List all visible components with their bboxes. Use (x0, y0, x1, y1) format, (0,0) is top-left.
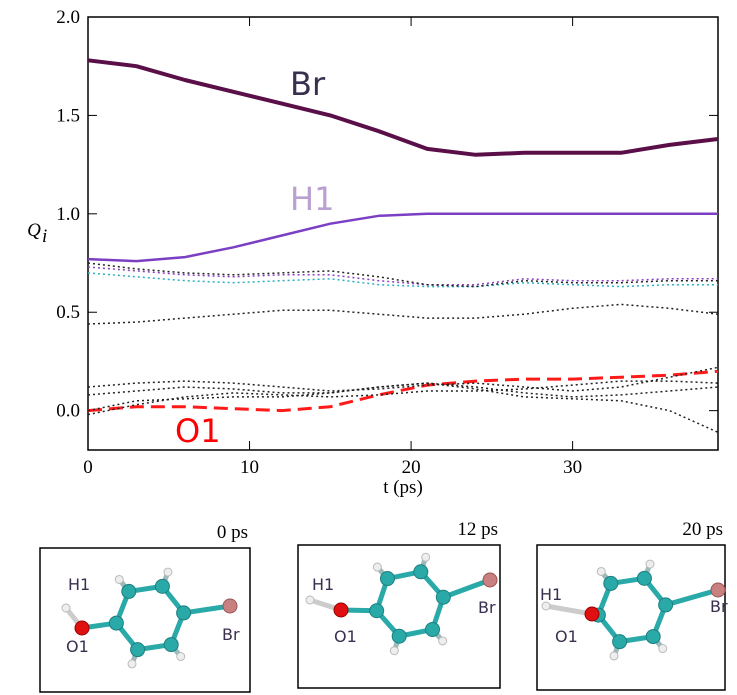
snapshot: 12 ps H1 O1 Br (298, 519, 500, 688)
series-label: O1 (175, 412, 221, 450)
carbon-atom (646, 630, 660, 644)
atom-label: Br (478, 598, 496, 617)
hydrogen-atom (422, 553, 430, 561)
atom-label: H1 (68, 575, 90, 594)
series-line (88, 371, 718, 410)
atom-label: H1 (312, 575, 334, 594)
y-tick-label: 2.0 (56, 7, 80, 28)
hydrogen-atom (128, 660, 136, 668)
y-tick-label: 0.0 (56, 401, 80, 422)
carbon-atom (392, 629, 406, 643)
carbon-atom (426, 622, 440, 636)
hydrogen-atom (659, 645, 667, 653)
y-tick-label: 1.0 (56, 204, 80, 225)
snapshot: 20 ps H1 O1 Br (537, 519, 728, 690)
snapshot-frame (537, 545, 725, 690)
hydrogen-atom (597, 567, 605, 575)
atom-label: O1 (66, 637, 89, 656)
series-line (88, 60, 718, 155)
bromine-atom (711, 583, 725, 597)
carbon-atom (131, 643, 145, 657)
hydrogen-atom (62, 604, 70, 612)
carbon-atom (109, 616, 123, 630)
oxygen-atom (585, 607, 599, 621)
hydrogen-atom (115, 575, 123, 583)
bromine-atom (223, 599, 237, 613)
y-axis-label-sub: i (42, 226, 47, 247)
series-line (88, 214, 718, 261)
carbon-atom (370, 604, 384, 618)
oxygen-atom (334, 603, 348, 617)
carbon-atom (659, 598, 673, 612)
snapshot-time: 20 ps (682, 519, 723, 540)
hydrogen-atom (306, 596, 314, 604)
atom-label: H1 (540, 585, 562, 604)
hydrogen-atom (373, 563, 381, 571)
series-line (88, 273, 718, 287)
atom-label: O1 (334, 627, 357, 646)
x-tick-label: 20 (402, 457, 421, 478)
hydrogen-atom (390, 647, 398, 655)
snapshot-time: 12 ps (457, 519, 498, 540)
snapshot-frame (298, 545, 500, 688)
x-axis-label: t (ps) (383, 477, 423, 498)
carbon-atom (436, 590, 450, 604)
carbon-atom (155, 579, 169, 593)
carbon-atom (613, 635, 627, 649)
x-tick-label: 10 (240, 457, 259, 478)
hydrogen-atom (164, 568, 172, 576)
snapshot: 0 ps H1 O1 Br (40, 522, 250, 692)
y-axis-label: Q (27, 220, 41, 241)
snapshot-frame (40, 548, 250, 692)
hydrogen-atom (610, 652, 618, 660)
oxygen-atom (75, 621, 89, 635)
hydrogen-atom (646, 560, 654, 568)
series-line (88, 367, 718, 391)
figure: Q i t (ps) 0.00.51.01.52.00102030BrH1O10… (0, 0, 737, 695)
series-line (88, 267, 718, 285)
carbon-atom (604, 576, 618, 590)
hydrogen-atom (439, 637, 447, 645)
atom-label: Br (222, 625, 240, 644)
y-tick-label: 0.5 (56, 302, 80, 323)
series-line (88, 304, 718, 324)
x-tick-label: 30 (563, 457, 582, 478)
atom-label: O1 (555, 627, 578, 646)
carbon-atom (164, 638, 178, 652)
carbon-atom (122, 584, 136, 598)
hydrogen-atom (177, 653, 185, 661)
carbon-atom (414, 565, 428, 579)
series-label: Br (290, 65, 326, 103)
bromine-atom (483, 573, 497, 587)
carbon-atom (380, 572, 394, 586)
snapshot-time: 0 ps (217, 522, 248, 543)
series-label: H1 (290, 180, 334, 218)
atom-label: Br (710, 597, 728, 616)
x-tick-label: 0 (83, 457, 93, 478)
y-tick-label: 1.5 (56, 105, 80, 126)
carbon-atom (177, 606, 191, 620)
carbon-atom (637, 571, 651, 585)
